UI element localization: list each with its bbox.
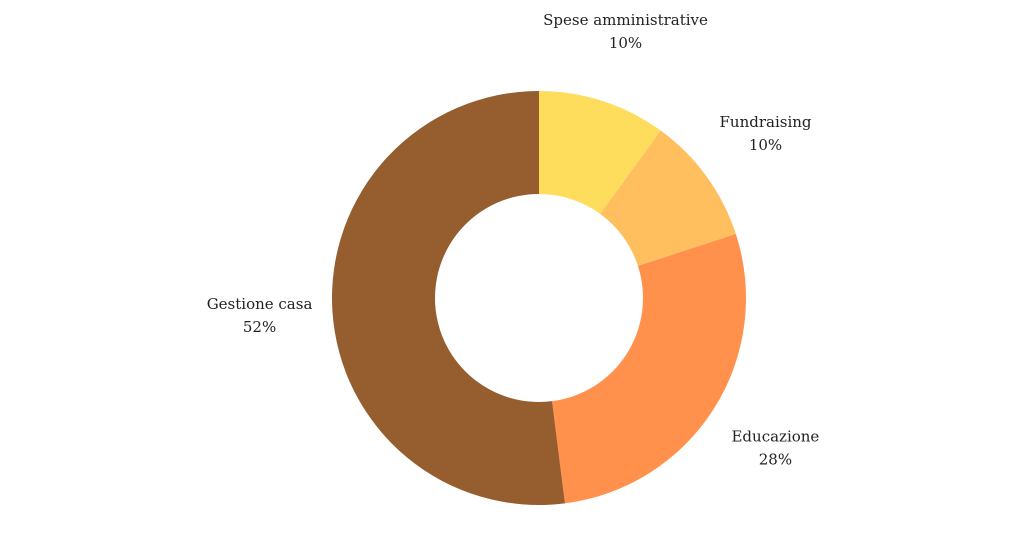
slice-label-educazione: Educazione bbox=[731, 428, 819, 446]
slices-layer bbox=[331, 91, 746, 506]
slice-value-fundraising: 10% bbox=[749, 136, 782, 154]
labels-layer: Spese amministrative 10% Fundraising 10% Edu… bbox=[207, 11, 820, 468]
slice-fundraising bbox=[600, 130, 736, 266]
slice-value-spese-amministrative: 10% bbox=[609, 34, 642, 52]
slice-spese-amministrative bbox=[539, 91, 661, 214]
slice-label-fundraising: Fundraising bbox=[720, 113, 812, 131]
slice-educazione bbox=[552, 234, 746, 504]
slice-label-gestione-casa: Gestione casa bbox=[207, 295, 313, 313]
slice-value-educazione: 28% bbox=[759, 451, 792, 469]
slice-label-spese-amministrative: Spese amministrative bbox=[543, 11, 708, 29]
slice-value-gestione-casa: 52% bbox=[243, 318, 276, 336]
slice-gestione-casa bbox=[331, 91, 565, 506]
